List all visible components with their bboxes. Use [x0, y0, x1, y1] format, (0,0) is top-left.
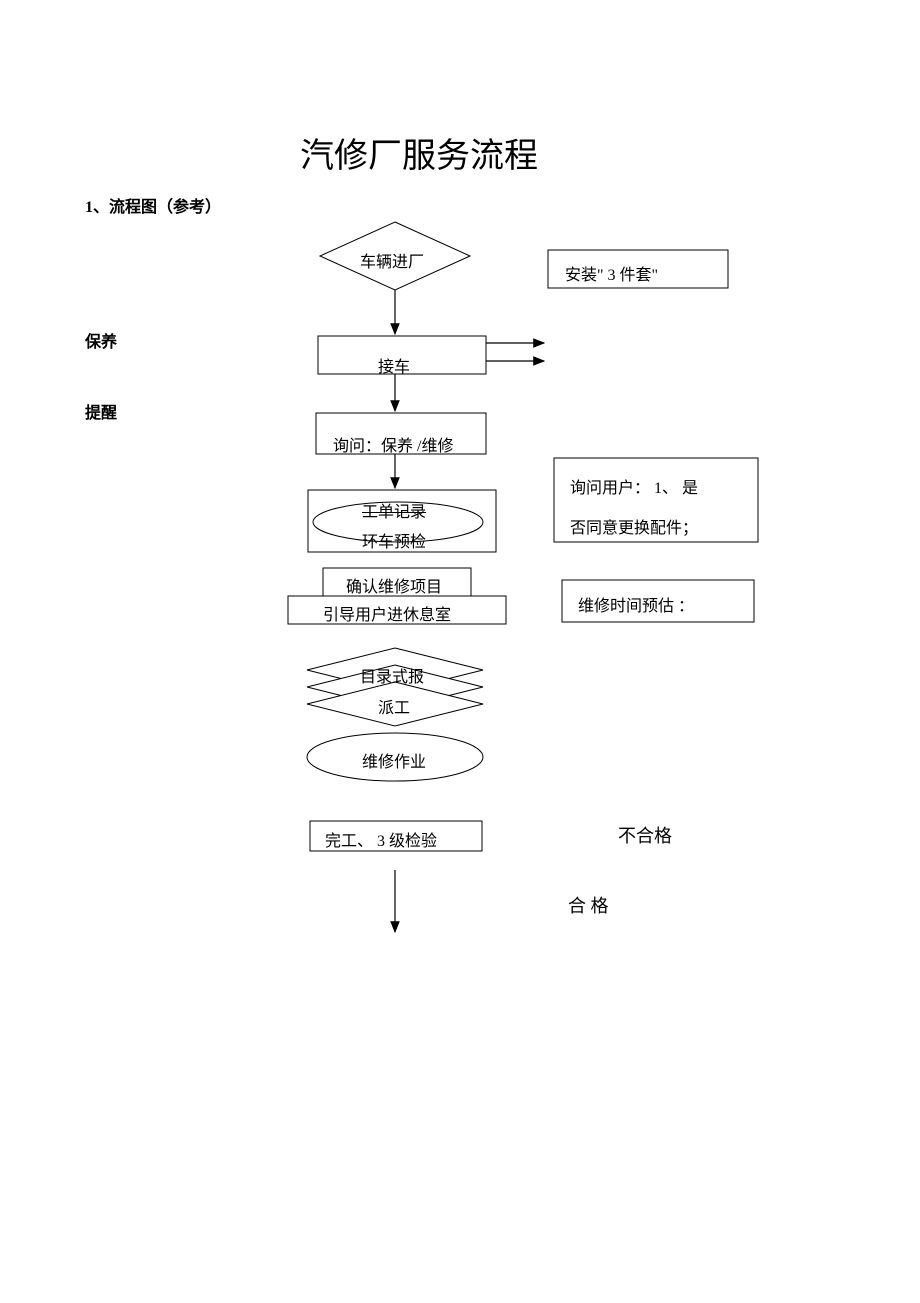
node-record-label2: 环车预检 — [362, 528, 426, 552]
node-confirm-label2: 引导用户进休息室 — [323, 601, 451, 625]
free-text-fail: 不合格 — [618, 822, 672, 848]
annotation-3-text: 维修时间预估 ： — [578, 592, 694, 616]
annotation-2-text-1: 询问用户： 1、 是 — [570, 474, 698, 498]
node-report-label1: 目录式报 — [360, 663, 424, 687]
flowchart-canvas: 汽修厂服务流程 1、流程图（参考） 保养 提醒 — [0, 0, 920, 1303]
node-start-label: 车辆进厂 — [360, 248, 424, 272]
node-receive-label: 接车 — [378, 353, 410, 377]
annotation-1-text: 安装" 3 件套" — [565, 261, 658, 285]
node-inspect-label: 完工、 3 级检验 — [325, 827, 437, 851]
node-ask-label: 询问：保养 /维修 — [333, 432, 453, 456]
node-work-label: 维修作业 — [362, 748, 426, 772]
flowchart-svg — [0, 0, 920, 1303]
annotation-2-text-2: 否同意更换配件； — [570, 514, 698, 538]
free-text-pass: 合 格 — [568, 892, 609, 918]
node-report-label2: 派工 — [378, 694, 410, 718]
node-confirm-label1: 确认维修项目 — [346, 573, 442, 597]
node-record-label1: 工单记录 — [362, 498, 426, 522]
